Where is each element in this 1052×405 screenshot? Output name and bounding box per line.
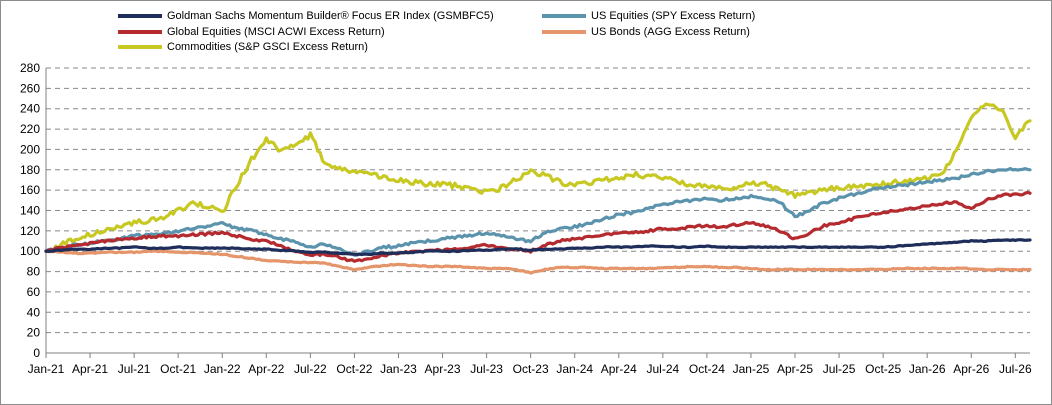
legend-swatch-commodities bbox=[118, 45, 162, 49]
y-tick-label-240: 240 bbox=[20, 102, 40, 116]
x-tick-label-18: Jul-25 bbox=[823, 362, 856, 376]
legend-swatch-us-equities bbox=[542, 14, 586, 18]
x-tick-label-9: Apr-23 bbox=[425, 362, 461, 376]
x-tick-label-12: Jan-24 bbox=[556, 362, 593, 376]
x-tick-label-3: Oct-21 bbox=[160, 362, 196, 376]
y-tick-label-0: 0 bbox=[33, 346, 40, 360]
legend-label-gsmbfc5: Goldman Sachs Momentum Builder® Focus ER… bbox=[167, 10, 494, 22]
legend-label-commodities: Commodities (S&P GSCI Excess Return) bbox=[167, 41, 368, 53]
x-tick-label-8: Jan-23 bbox=[380, 362, 417, 376]
y-tick-label-180: 180 bbox=[20, 163, 40, 177]
series-line-4 bbox=[44, 249, 1032, 275]
x-tick-label-16: Jan-25 bbox=[733, 362, 770, 376]
x-tick-label-5: Apr-22 bbox=[248, 362, 284, 376]
x-tick-label-11: Oct-23 bbox=[513, 362, 549, 376]
y-tick-label-40: 40 bbox=[27, 305, 41, 319]
legend: Goldman Sachs Momentum Builder® Focus ER… bbox=[0, 0, 1052, 60]
legend-label-us-equities: US Equities (SPY Excess Return) bbox=[591, 10, 756, 22]
x-tick-label-21: Apr-26 bbox=[953, 362, 989, 376]
x-tick-label-1: Apr-21 bbox=[72, 362, 108, 376]
y-tick-label-140: 140 bbox=[20, 204, 40, 218]
x-tick-label-20: Jan-26 bbox=[909, 362, 946, 376]
y-tick-label-280: 280 bbox=[20, 61, 40, 75]
legend-label-global-equities: Global Equities (MSCI ACWI Excess Return… bbox=[167, 26, 385, 38]
x-tick-label-10: Jul-23 bbox=[470, 362, 503, 376]
y-tick-label-60: 60 bbox=[27, 285, 41, 299]
y-tick-label-200: 200 bbox=[20, 142, 40, 156]
legend-item-commodities: Commodities (S&P GSCI Excess Return) bbox=[118, 41, 368, 53]
x-tick-label-6: Jul-22 bbox=[294, 362, 327, 376]
legend-swatch-gsmbfc5 bbox=[118, 14, 162, 18]
y-tick-label-20: 20 bbox=[27, 326, 41, 340]
legend-swatch-us-bonds bbox=[542, 30, 586, 34]
legend-item-us-bonds: US Bonds (AGG Excess Return) bbox=[542, 26, 750, 38]
legend-swatch-global-equities bbox=[118, 30, 162, 34]
series-line-1 bbox=[44, 167, 1032, 257]
x-tick-label-2: Jul-21 bbox=[118, 362, 151, 376]
legend-item-gsmbfc5: Goldman Sachs Momentum Builder® Focus ER… bbox=[118, 10, 494, 22]
x-tick-label-4: Jan-22 bbox=[204, 362, 241, 376]
x-tick-label-15: Oct-24 bbox=[689, 362, 725, 376]
x-tick-label-22: Jul-26 bbox=[999, 362, 1032, 376]
x-tick-label-19: Oct-25 bbox=[865, 362, 901, 376]
legend-label-us-bonds: US Bonds (AGG Excess Return) bbox=[591, 26, 750, 38]
x-tick-label-7: Oct-22 bbox=[336, 362, 372, 376]
legend-item-global-equities: Global Equities (MSCI ACWI Excess Return… bbox=[118, 26, 385, 38]
y-tick-label-160: 160 bbox=[20, 183, 40, 197]
x-tick-label-13: Apr-24 bbox=[601, 362, 637, 376]
x-tick-label-14: Jul-24 bbox=[646, 362, 679, 376]
series-line-0 bbox=[44, 238, 1032, 257]
legend-item-us-equities: US Equities (SPY Excess Return) bbox=[542, 10, 755, 22]
y-tick-label-100: 100 bbox=[20, 244, 40, 258]
x-tick-label-0: Jan-21 bbox=[28, 362, 65, 376]
y-tick-label-260: 260 bbox=[20, 81, 40, 95]
y-tick-label-120: 120 bbox=[20, 224, 40, 238]
x-tick-label-17: Apr-25 bbox=[777, 362, 813, 376]
y-tick-label-220: 220 bbox=[20, 122, 40, 136]
y-tick-label-80: 80 bbox=[27, 265, 41, 279]
series-line-3 bbox=[44, 102, 1032, 253]
